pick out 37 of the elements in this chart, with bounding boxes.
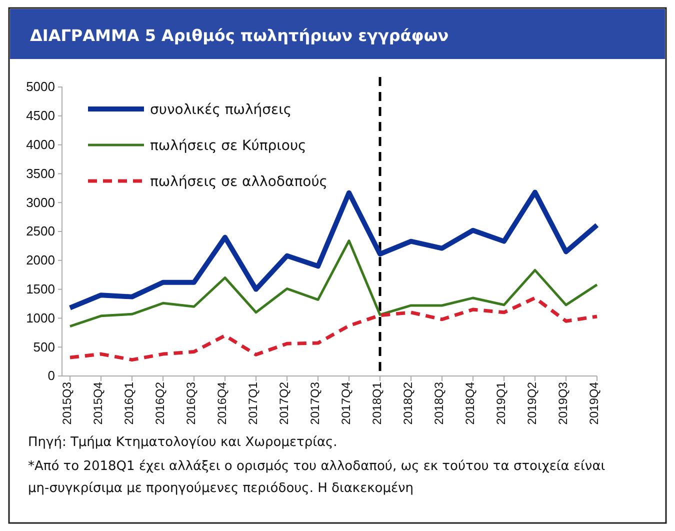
- x-tick-label: 2017Q1: [246, 382, 260, 425]
- x-tick-label: 2016Q1: [122, 382, 136, 425]
- y-tick-label: 3500: [26, 166, 55, 181]
- x-tick-label: 2017Q2: [276, 382, 291, 425]
- y-tick-label: 2500: [26, 224, 55, 239]
- y-tick-label: 0: [48, 368, 55, 384]
- line-series: [68, 296, 599, 362]
- y-tick-label: 5000: [26, 79, 55, 94]
- x-tick-label: 2016Q2: [152, 382, 167, 425]
- x-tick-label: 2018Q3: [432, 382, 446, 425]
- x-tick-label: 2017Q4: [338, 382, 353, 425]
- legend-label: συνολικές πωλήσεις: [150, 102, 292, 118]
- x-tick-label: 2018Q4: [462, 382, 477, 425]
- x-tick-label: 2016Q3: [184, 382, 198, 425]
- y-tick-label: 3000: [26, 194, 55, 210]
- y-tick-label: 1500: [26, 281, 55, 296]
- x-tick-label: 2019Q3: [556, 382, 570, 425]
- x-tick-label: 2018Q1: [370, 382, 384, 425]
- y-tick-label: 2000: [26, 252, 55, 268]
- x-tick-label: 2019Q4: [586, 382, 601, 425]
- x-tick-label: 2018Q2: [400, 382, 415, 425]
- line-series: [68, 240, 598, 328]
- x-tick-label: 2015Q4: [90, 382, 105, 425]
- y-tick-label: 4500: [26, 108, 55, 124]
- text: *Από το 2018Q1 έχει αλλάξει ο ορισμός του αλλοδαπού, ως εκ τούτου τα στοιχεία είναι μη-συγκρίσιμα με προηγούμενες περιόδους. Η διακεκομένη: [28, 458, 606, 498]
- x-tick-label: 2015Q3: [60, 382, 74, 425]
- x-tick-label: 2019Q1: [494, 382, 508, 425]
- y-tick-label: 1000: [26, 310, 55, 326]
- legend-label: πωλήσεις σε αλλοδαπούς: [150, 174, 328, 190]
- y-tick-label: 4000: [26, 136, 55, 152]
- x-tick-label: 2016Q4: [214, 382, 229, 425]
- x-tick-label: 2019Q2: [524, 382, 539, 425]
- legend-label: πωλήσεις σε Κύπριους: [150, 138, 306, 154]
- chart-title: ΔΙΑΓΡΑΜΜΑ 5 Αριθμός πωλητήριων εγγράφων: [30, 26, 449, 45]
- y-tick-label: 500: [33, 339, 55, 354]
- x-tick-label: 2017Q3: [308, 382, 322, 425]
- text: Πηγή: Τμήμα Κτηματολογίου και Χωρομετρίας.: [28, 434, 338, 452]
